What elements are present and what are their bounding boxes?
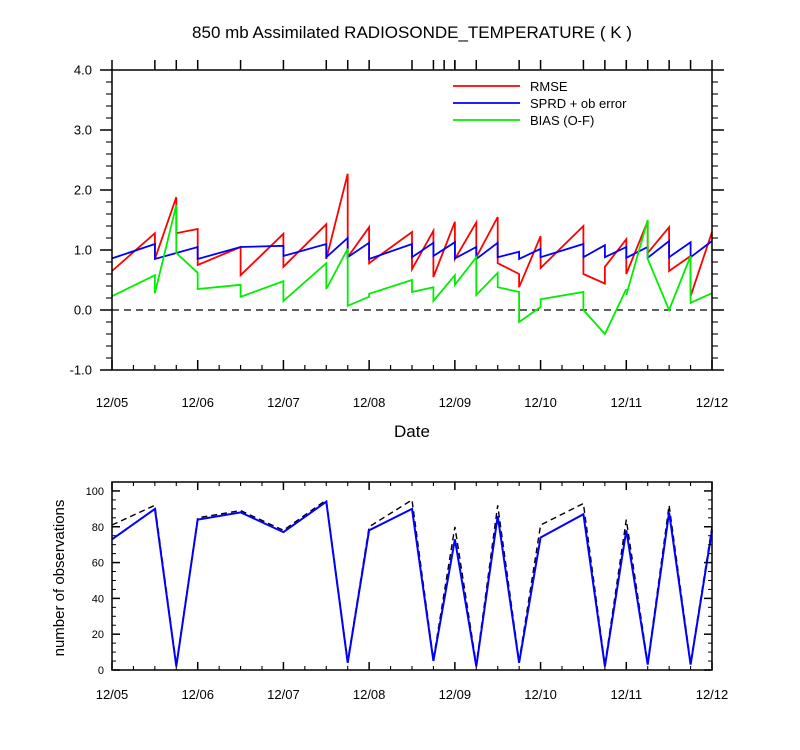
y-tick-label: 0.0 [74, 303, 92, 318]
series-line-bias-o-f--1 [625, 219, 713, 313]
y-tick-label: 3.0 [74, 123, 92, 138]
y-tick-label: 100 [86, 486, 104, 498]
x-tick-label: 12/09 [439, 395, 472, 410]
x-tick-label: 12/08 [353, 687, 386, 702]
y-tick-label: 20 [92, 629, 104, 641]
y-tick-label: 0 [98, 665, 104, 677]
x-tick-label: 12/07 [267, 687, 300, 702]
y-tick-label: 40 [92, 593, 104, 605]
x-tick-label: 12/11 [610, 395, 642, 410]
x-tick-label: 12/12 [696, 687, 729, 702]
y-tick-label: 80 [92, 522, 104, 534]
x-tick-label: 12/05 [96, 687, 129, 702]
series-line-assimilated [111, 499, 713, 667]
legend-label: BIAS (O-F) [530, 113, 594, 128]
x-tick-label: 12/09 [439, 687, 472, 702]
series-line-rmse [111, 173, 713, 297]
series-line-bias-o-f- [111, 204, 628, 336]
series-group [111, 173, 713, 336]
top-chart: 850 mb Assimilated RADIOSONDE_TEMPERATUR… [70, 23, 729, 441]
bottom-chart: 12/05 12/06 12/07 12/08 12/09 12/10 12/11 12/12… [51, 481, 729, 702]
x-tick-label: 12/12 [696, 395, 729, 410]
y-tick-label: 60 [92, 558, 104, 570]
y-tick-label: 1.0 [74, 243, 92, 258]
legend-label: RMSE [530, 79, 568, 94]
y-axis-label: number of observations [51, 500, 68, 657]
axis-ticks: 12/05 12/06 12/07 12/08 12/09 12/10 12/11 12/12… [86, 482, 729, 702]
x-tick-label: 12/10 [524, 395, 557, 410]
y-tick-label: 2.0 [74, 183, 92, 198]
axis-ticks: 12/05 12/06 12/07 12/08 12/09 12/10 12/11 12/12… [70, 60, 729, 410]
x-tick-label: 12/08 [353, 395, 386, 410]
x-tick-label: 12/10 [524, 687, 557, 702]
x-tick-label: 12/06 [181, 687, 214, 702]
series-group [111, 498, 713, 667]
series-line-sprd-ob-error [111, 235, 713, 261]
y-tick-label: 4.0 [74, 63, 92, 78]
x-tick-label: 12/07 [267, 395, 300, 410]
chart-title: 850 mb Assimilated RADIOSONDE_TEMPERATUR… [192, 23, 632, 42]
series-line-possible [111, 498, 713, 665]
x-tick-label: 12/11 [610, 687, 642, 702]
plot-frame [111, 69, 713, 371]
x-axis-label: Date [394, 422, 430, 441]
x-tick-label: 12/05 [96, 395, 129, 410]
legend: RMSE SPRD + ob error BIAS (O-F) [453, 79, 627, 128]
legend-label: SPRD + ob error [530, 96, 627, 111]
x-tick-label: 12/06 [181, 395, 214, 410]
y-tick-label: -1.0 [70, 363, 92, 378]
